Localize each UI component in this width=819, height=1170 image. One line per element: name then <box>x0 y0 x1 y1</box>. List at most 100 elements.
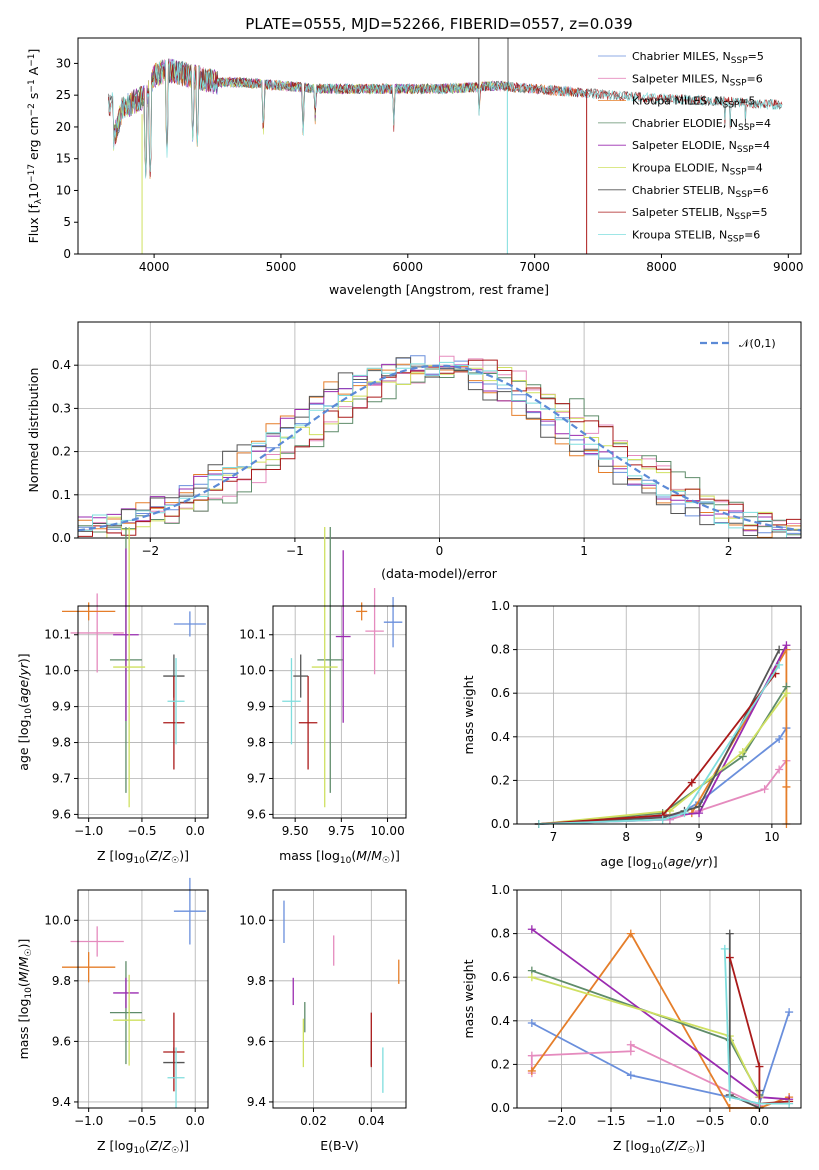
series-marker <box>775 734 784 743</box>
y-tick-label: 1.0 <box>491 599 510 613</box>
series-marker <box>782 782 791 791</box>
series-marker <box>755 1062 764 1071</box>
y-tick-label: 5 <box>63 215 71 229</box>
x-tick-label: 0.0 <box>186 1114 205 1128</box>
y-tick-label: 0.2 <box>52 445 71 459</box>
x-tick-label: 1 <box>580 544 588 558</box>
y-tick-label: 9.6 <box>247 807 266 821</box>
errorbar-salpeter-elodie <box>113 548 139 721</box>
errorbar-kroupa-stelib <box>282 658 301 745</box>
mass-vs-EBV-axes: 0.02 0.04 9.4 9.6 9.8 10.0 E(B-V) <box>239 889 407 1153</box>
x-tick-label: 0.04 <box>358 1114 385 1128</box>
y-axis-label: mass weight <box>461 675 476 754</box>
errorbar-salpeter-elodie <box>113 977 139 1009</box>
x-tick-label: 7 <box>550 830 558 844</box>
series-marker <box>658 815 667 824</box>
series-marker <box>720 944 729 953</box>
y-axis-label: mass [log10(M/M☉)] <box>16 939 34 1060</box>
x-tick-label: 9000 <box>773 260 804 274</box>
age-vs-mass-axes: 9.50 9.75 10.00 9.6 9.7 9.8 9.9 10.0 10.1 mass [l… <box>239 526 407 866</box>
series-marker <box>782 689 791 698</box>
y-tick-label: 9.6 <box>247 1034 266 1048</box>
series-marker <box>680 809 689 818</box>
x-tick-label: 5000 <box>266 260 297 274</box>
spectrum-kroupa-elodie <box>113 60 510 170</box>
x-tick-label: −1.0 <box>74 1114 103 1128</box>
y-tick-label: 9.4 <box>247 1095 266 1109</box>
mass-vs-Z-frame <box>77 889 209 1109</box>
normal-curve <box>77 364 802 532</box>
massweight-vs-Z-axes: −2.0 −1.5 −1.0 −0.5 0.0 0.0 0.2 0.4 0.6 0.8 1.0 Z [… <box>461 883 802 1156</box>
series-line <box>538 664 780 825</box>
spectrum-kroupa-stelib <box>108 59 783 179</box>
age-vs-Z-frame <box>77 605 209 819</box>
series-kroupa-stelib <box>534 660 784 828</box>
y-tick-label: 0.6 <box>491 686 510 700</box>
y-tick-label: 10.1 <box>44 628 71 642</box>
x-axis-label: wavelength [Angstrom, rest frame] <box>329 282 549 297</box>
y-tick-label: 0.4 <box>491 1014 510 1028</box>
y-axis-label: age [log10(age/yr)] <box>16 653 34 770</box>
x-tick-label: −0.5 <box>127 1114 156 1128</box>
y-tick-label: 9.7 <box>247 771 266 785</box>
y-tick-label: 9.9 <box>52 700 71 714</box>
y-tick-label: 10.0 <box>239 664 266 678</box>
y-tick-label: 0.8 <box>491 927 510 941</box>
series-line <box>723 948 790 1105</box>
y-tick-label: 10.0 <box>44 913 71 927</box>
errorbar-chabrier-miles <box>173 611 206 637</box>
series-marker <box>725 1093 734 1102</box>
histogram-chabrier-stelib <box>77 357 801 538</box>
series-marker <box>785 1099 794 1108</box>
series-line <box>531 969 761 1096</box>
y-tick-label: 25 <box>56 88 71 102</box>
x-axis-label: age [log10(age/yr)] <box>600 854 717 872</box>
x-tick-label: −1 <box>286 544 304 558</box>
x-tick-label: −1.0 <box>646 1114 675 1128</box>
x-tick-label: −0.5 <box>127 824 156 838</box>
series-marker <box>725 929 734 938</box>
y-tick-label: 15 <box>56 152 71 166</box>
errorbar-chabrier-elodie <box>317 526 344 793</box>
series-marker <box>687 778 696 787</box>
errorbar-kroupa-elodie <box>311 526 338 808</box>
series-marker <box>527 1051 536 1060</box>
massweight-vs-age-frame <box>516 605 802 825</box>
x-tick-label: 7000 <box>519 260 550 274</box>
x-axis-label: Z [log10(Z/Z☉)] <box>97 1138 189 1156</box>
errorbar-chabrier-stelib <box>293 654 309 698</box>
age-vs-mass-frame <box>272 605 407 819</box>
series-salpeter-miles <box>527 1040 764 1110</box>
y-tick-label: 0.4 <box>52 358 71 372</box>
massweight-vs-Z-frame <box>516 889 802 1109</box>
series-line <box>538 644 788 825</box>
x-tick-label: −2.0 <box>547 1114 576 1128</box>
legend-entry: Salpeter ELODIE, NSSP=4 <box>632 139 770 155</box>
errorbar-salpeter-stelib <box>163 1012 185 1092</box>
errorbar-chabrier-miles <box>383 597 403 648</box>
y-tick-label: 30 <box>56 56 71 70</box>
x-axis-label: Z [log10(Z/Z☉)] <box>613 1138 705 1156</box>
y-tick-label: 9.8 <box>247 736 266 750</box>
x-tick-label: 8 <box>622 830 630 844</box>
y-tick-label: 9.4 <box>52 1095 71 1109</box>
figure-title: PLATE=0555, MJD=52266, FIBERID=0557, z=0… <box>245 15 632 33</box>
series-marker <box>775 660 784 669</box>
series-marker <box>527 1066 536 1075</box>
series-marker <box>527 925 536 934</box>
y-tick-label: 9.8 <box>247 974 266 988</box>
series-marker <box>782 641 791 650</box>
y-axis-label: Flux [fλ10−17 erg cm−2 s−1 A−1] <box>26 49 44 244</box>
errorbar-chabrier-elodie <box>109 961 142 1065</box>
y-tick-label: 10.0 <box>239 913 266 927</box>
x-axis-label: mass [log10(M/M☉)] <box>279 848 400 866</box>
series-marker <box>755 1099 764 1108</box>
series-marker <box>775 765 784 774</box>
x-tick-label: 0.0 <box>186 824 205 838</box>
legend-entry: 𝒩(0,1) <box>739 337 776 350</box>
x-tick-label: 0 <box>436 544 444 558</box>
x-tick-label: −2 <box>141 544 159 558</box>
y-axis-label: Normed distribution <box>26 368 41 493</box>
errorbar-kroupa-elodie <box>113 526 146 808</box>
